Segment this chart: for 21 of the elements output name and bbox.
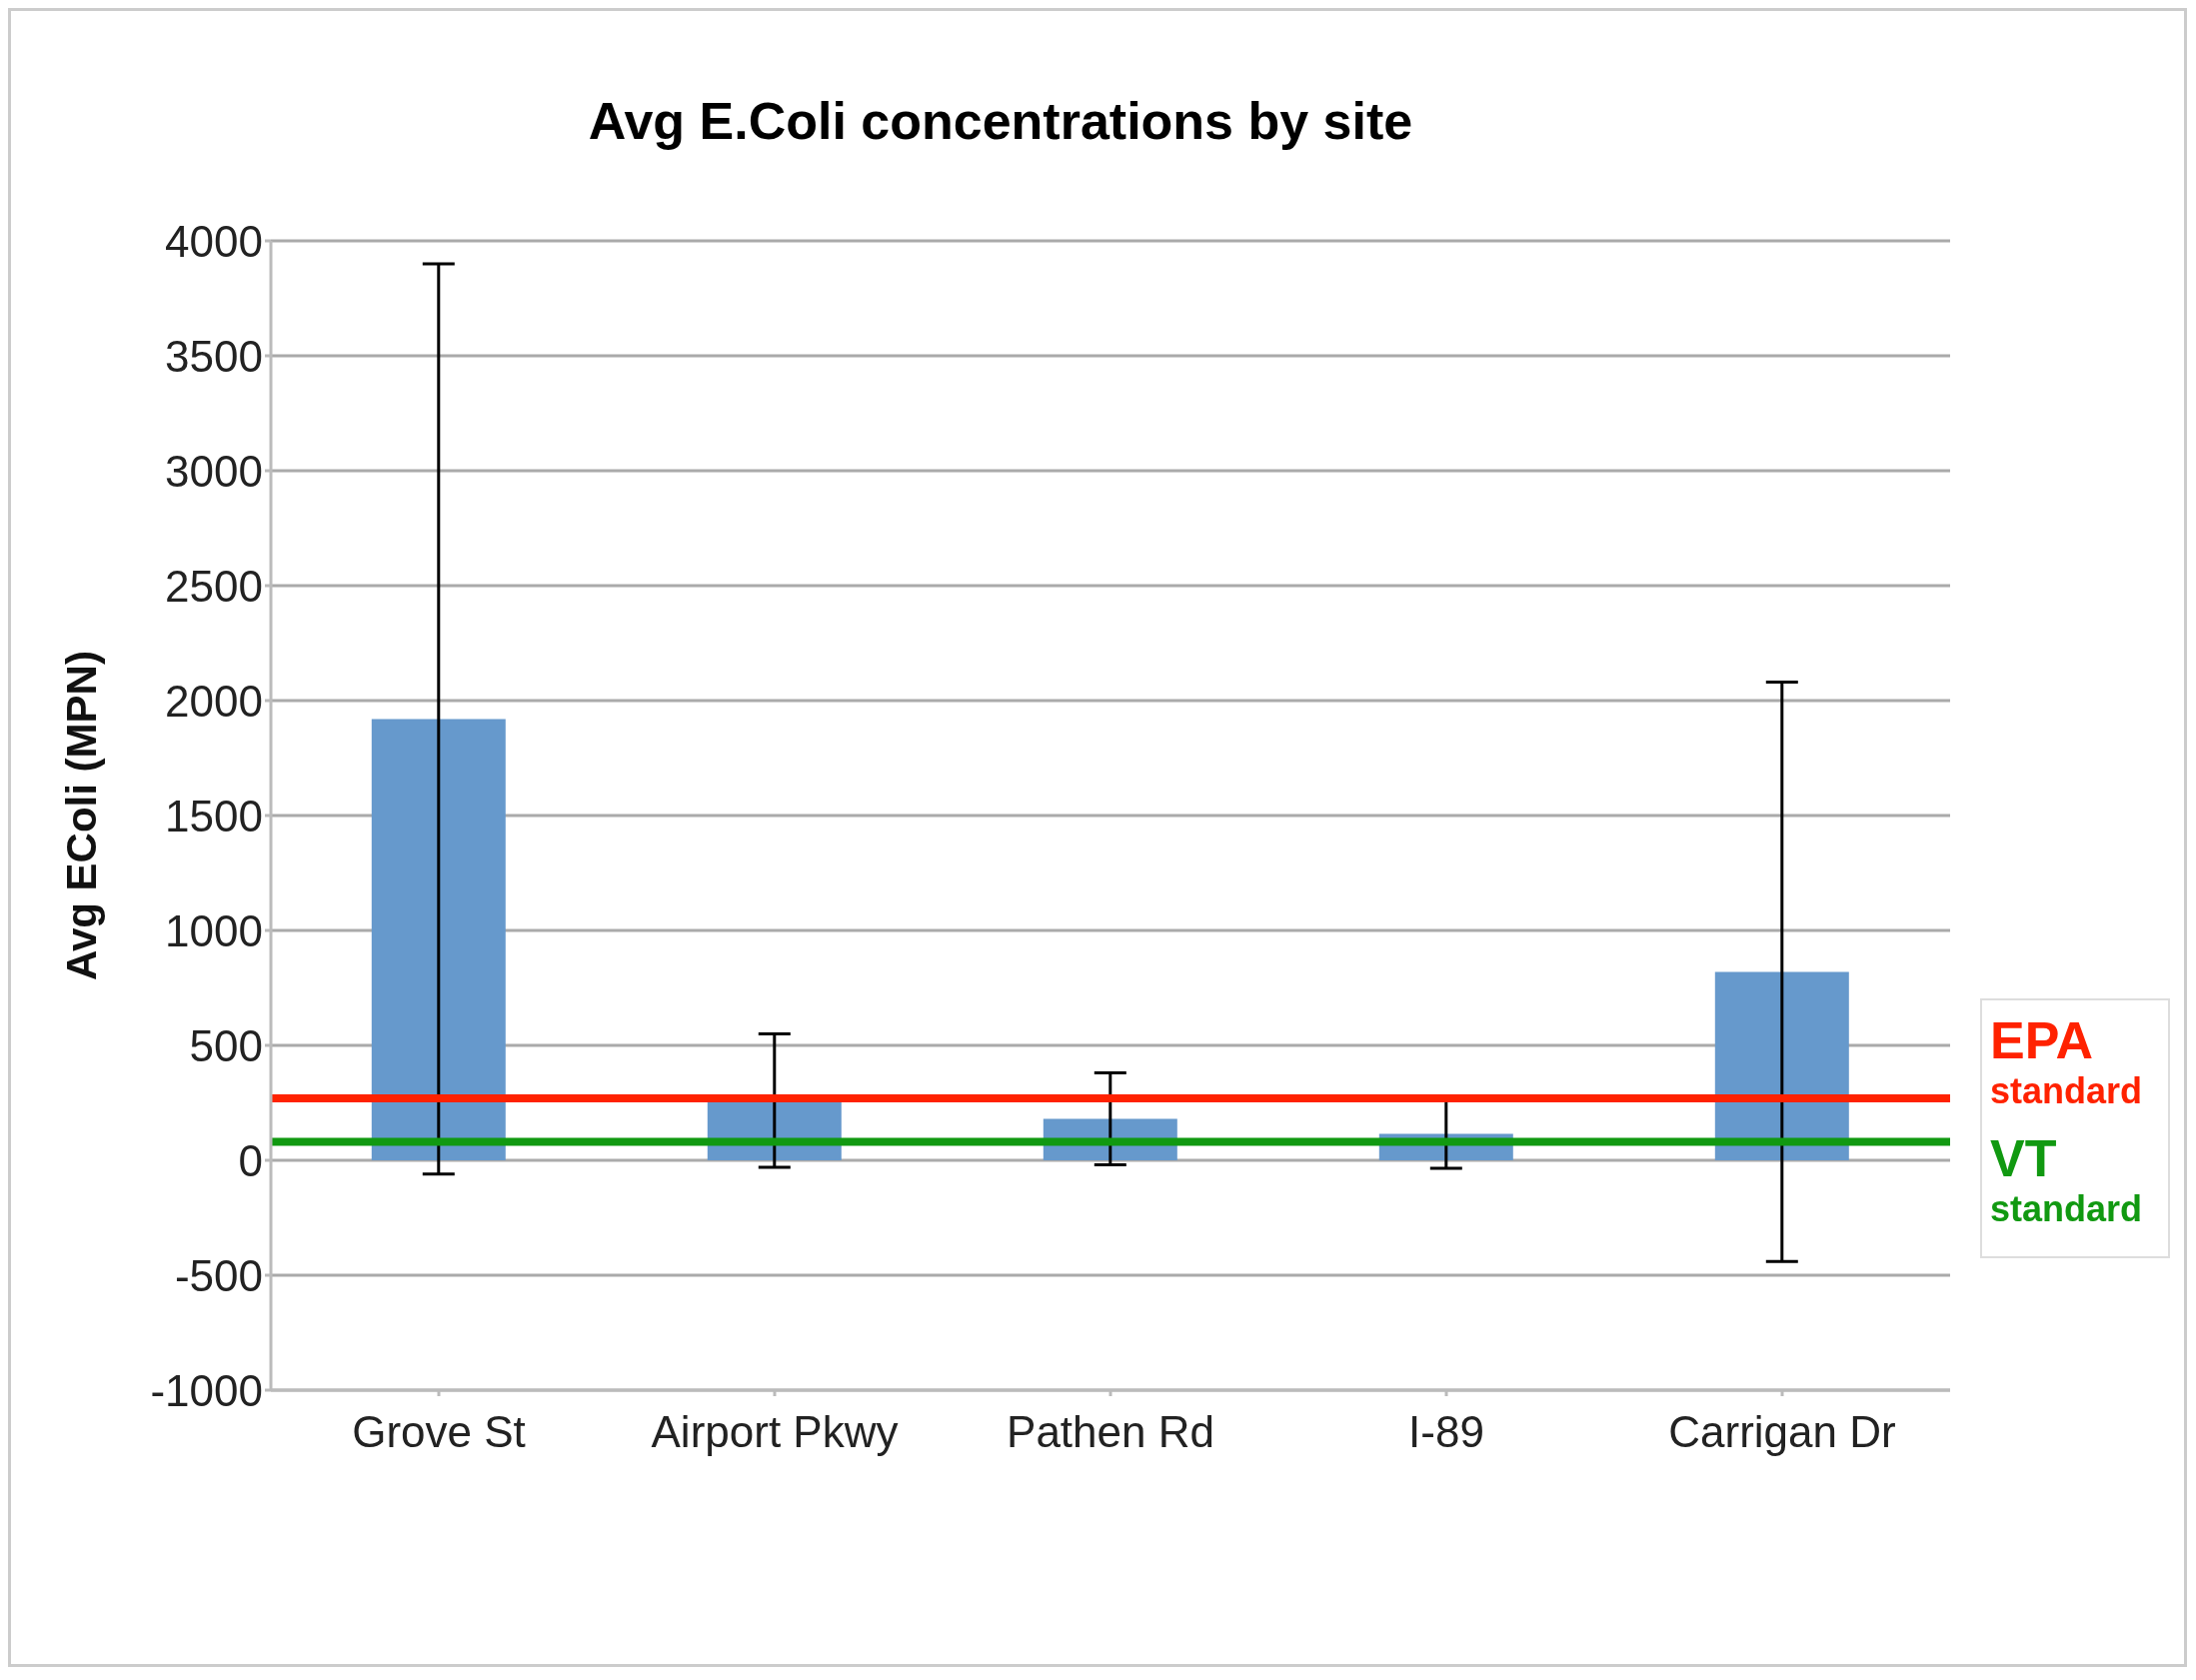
ref-line-label: VT standard <box>1990 1127 2144 1230</box>
y-tick-label: 1500 <box>165 791 263 840</box>
ref-line-label: EPA standard <box>1990 1009 2144 1112</box>
bar <box>371 719 506 1160</box>
chart-title: Avg E.Coli concentrations by site <box>587 91 1414 151</box>
y-tick-label: 500 <box>189 1020 263 1070</box>
y-tick-label: 2000 <box>165 676 263 726</box>
x-tick-label: Carrigan Dr <box>1668 1407 1896 1457</box>
y-tick-label: 0 <box>238 1135 263 1185</box>
y-tick-label: 3500 <box>165 331 263 381</box>
y-tick-label: -500 <box>174 1250 263 1300</box>
x-tick-label: I-89 <box>1408 1407 1484 1457</box>
y-axis-title: Avg EColi (MPN) <box>57 651 105 980</box>
y-tick-label: 1000 <box>165 905 263 955</box>
y-tick-label: -1000 <box>150 1365 263 1415</box>
x-tick-label: Grove St <box>352 1407 526 1457</box>
y-tick-label: 2500 <box>165 561 263 611</box>
y-tick-label: 3000 <box>165 446 263 496</box>
x-tick-label: Pathen Rd <box>1007 1407 1214 1457</box>
x-tick-label: Airport Pkwy <box>651 1407 899 1457</box>
y-tick-label: 4000 <box>165 216 263 266</box>
